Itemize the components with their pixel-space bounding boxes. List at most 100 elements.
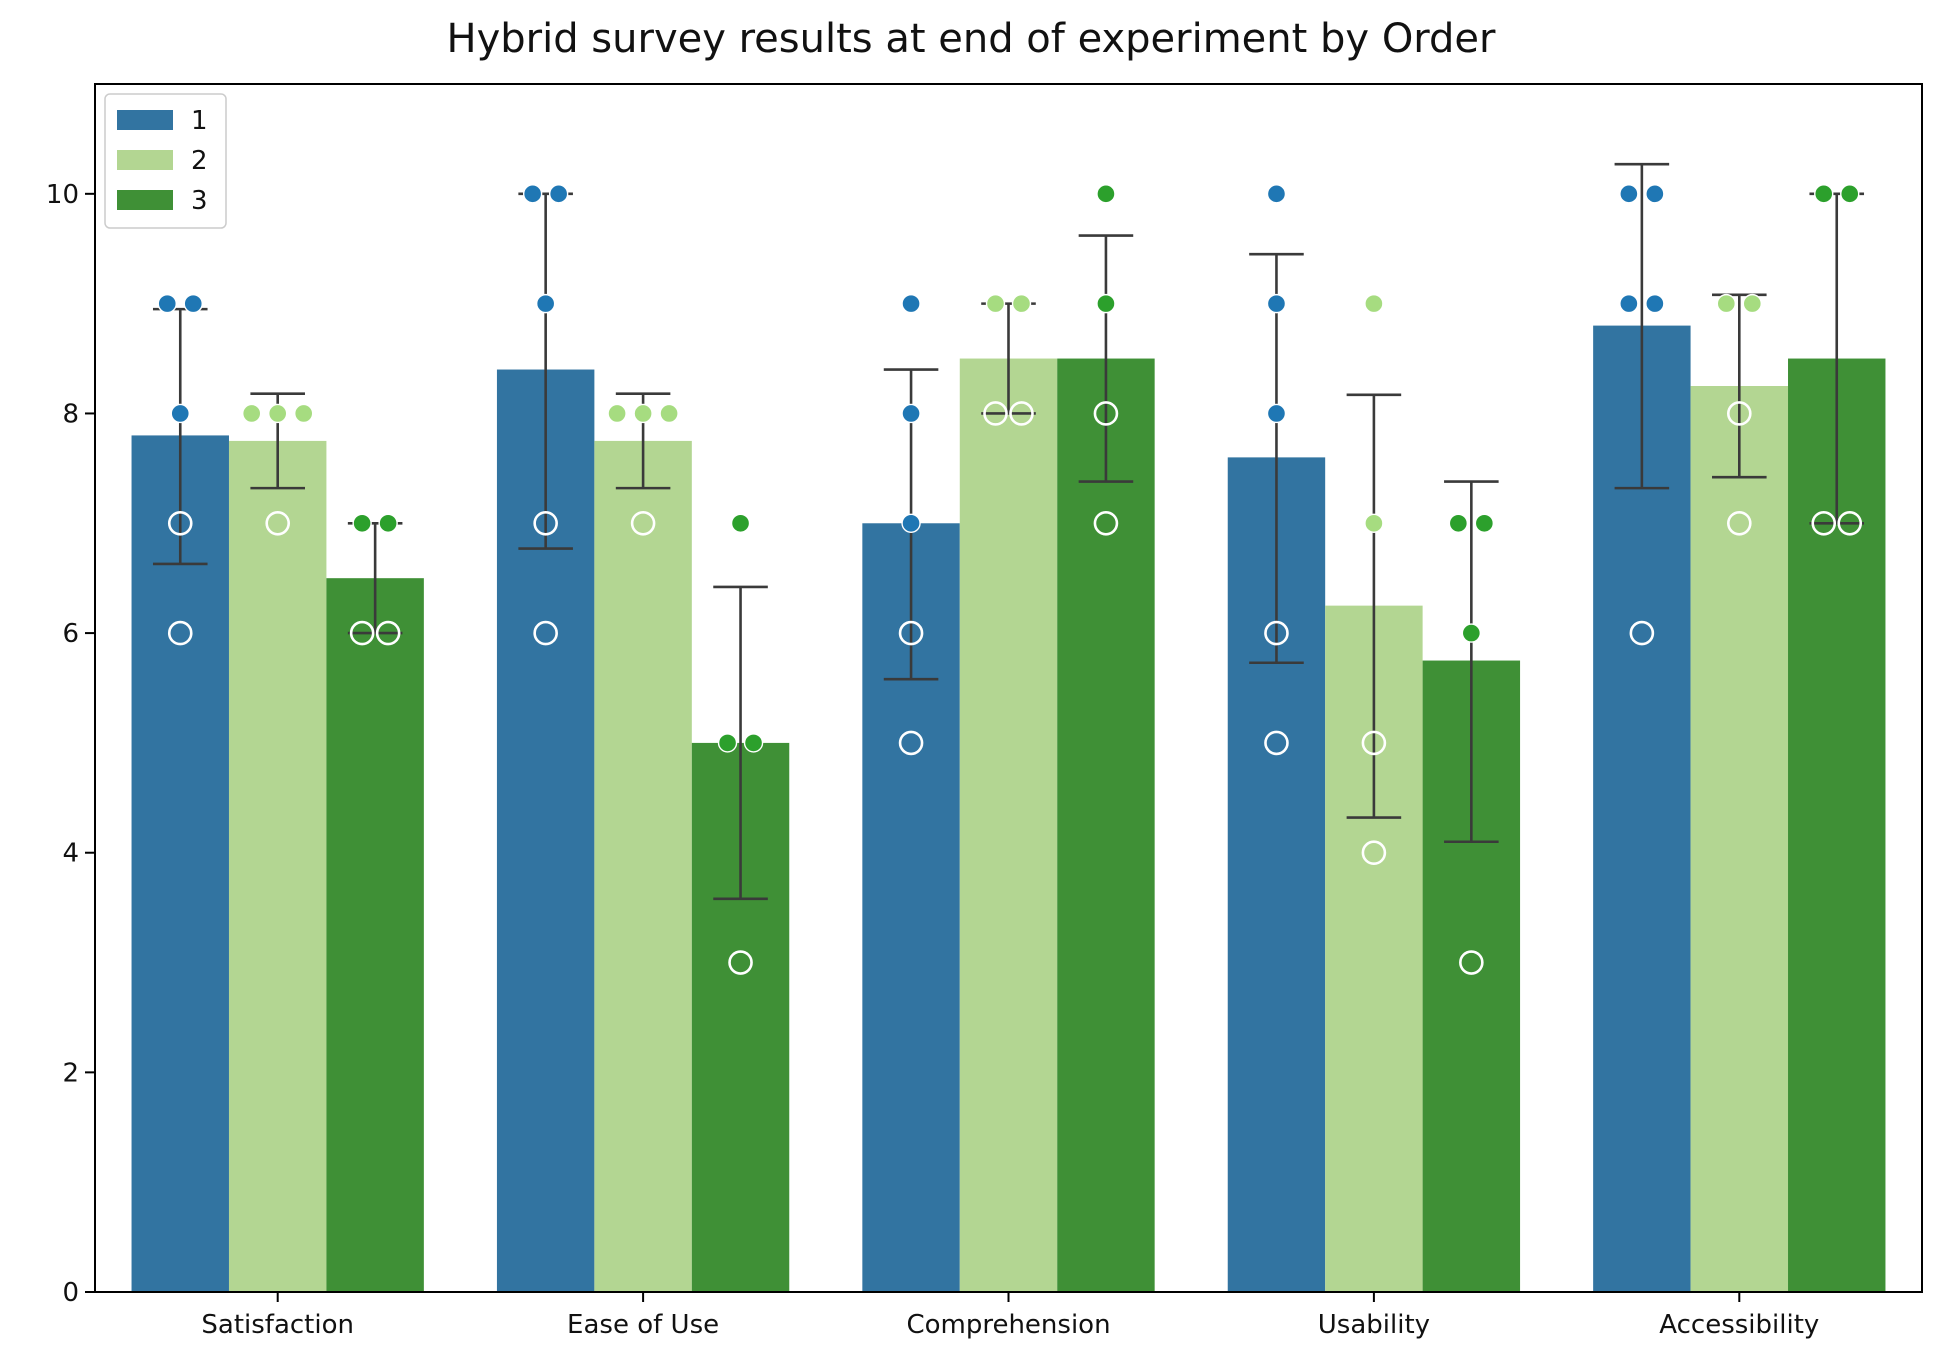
data-point [743,733,764,753]
legend-label: 1 [191,106,208,136]
data-point [898,730,924,756]
error-bar [1614,162,1670,490]
x-tick-label: Satisfaction [201,1310,354,1340]
legend-swatch [117,150,173,170]
data-point [1727,510,1752,536]
y-tick-label: 10 [46,180,79,210]
data-point [533,620,558,646]
x-tick-label: Comprehension [906,1310,1110,1340]
data-point [1645,184,1665,204]
data-point [1619,293,1639,314]
data-point [1727,401,1752,426]
data-point [1266,403,1287,424]
data-point [535,293,556,314]
data-point [1096,293,1116,314]
data-point [268,403,288,424]
bar-satisfaction-series-1 [131,435,229,1292]
data-point [983,401,1008,426]
data-point [522,184,543,204]
data-point [1096,184,1116,204]
data-point [728,950,753,975]
data-point [378,513,398,533]
bar-comprehension-series-3 [1057,358,1155,1293]
data-point [1461,623,1482,643]
data-point [1266,293,1287,314]
bar-ease-of-use-series-2 [594,440,692,1293]
y-tick-label: 2 [62,1058,79,1088]
data-point [167,510,193,536]
plot-area [131,162,1886,1293]
data-point [1742,293,1763,314]
data-point [633,403,653,424]
data-point [157,293,177,314]
data-point [375,620,401,646]
data-point [1361,840,1387,866]
y-tick-label: 0 [62,1278,79,1308]
data-point [607,403,627,424]
data-point [901,403,921,424]
legend-label: 2 [191,146,208,176]
y-tick-label: 4 [62,839,79,869]
error-bar [1346,393,1402,819]
data-point [533,510,558,536]
legend-label: 3 [191,186,208,216]
legend-swatch [117,190,173,210]
data-point [1009,401,1034,426]
data-point [352,513,372,533]
data-point [901,513,921,533]
data-point [1361,730,1387,756]
data-point [717,733,738,753]
data-point [1264,730,1289,756]
data-point [1011,293,1032,314]
error-bar [713,585,768,901]
error-bar [1078,234,1134,483]
data-point [1093,510,1119,536]
error-bar [1712,293,1767,479]
legend-swatch [117,110,173,130]
data-point [183,293,203,314]
data-point [167,620,193,646]
data-point [1264,620,1289,646]
data-point [1629,620,1655,646]
error-bar [1444,480,1499,844]
data-point [265,510,291,536]
data-point [1837,510,1863,536]
data-point [1474,513,1495,533]
data-point [170,403,190,424]
x-tick-label: Accessibility [1659,1310,1819,1340]
data-point [1448,513,1469,533]
data-point [1645,293,1665,314]
data-point [985,293,1006,314]
data-point [1840,184,1860,204]
data-point [1093,401,1119,426]
data-point [1811,510,1837,536]
bar-satisfaction-series-2 [228,440,327,1293]
error-bar [1249,252,1304,665]
data-point [901,293,921,314]
data-point [1716,293,1737,314]
data-point [1364,293,1384,314]
axes: 0 2 4 6 8 10 Satisfaction Ease of Use Comprehens… [46,83,1923,1340]
data-point [349,620,375,646]
data-point [630,510,656,536]
x-tick-label: Ease of Use [567,1310,719,1340]
data-point [898,620,924,646]
data-point [241,403,262,424]
chart-title: Hybrid survey results at end of experime… [447,16,1497,62]
data-point [1364,513,1384,533]
legend: 1 2 3 [104,93,227,229]
data-point [1619,184,1639,204]
bar-accessibility-series-2 [1690,386,1789,1292]
data-point [548,184,569,204]
y-tick-label: 8 [62,399,79,429]
data-point [1459,950,1484,975]
data-point [1266,184,1287,204]
data-point [294,403,314,424]
data-point [659,403,679,424]
bar-comprehension-series-2 [959,358,1058,1293]
bar-satisfaction-series-3 [326,578,424,1292]
data-point [730,513,751,533]
data-point [1814,184,1834,204]
